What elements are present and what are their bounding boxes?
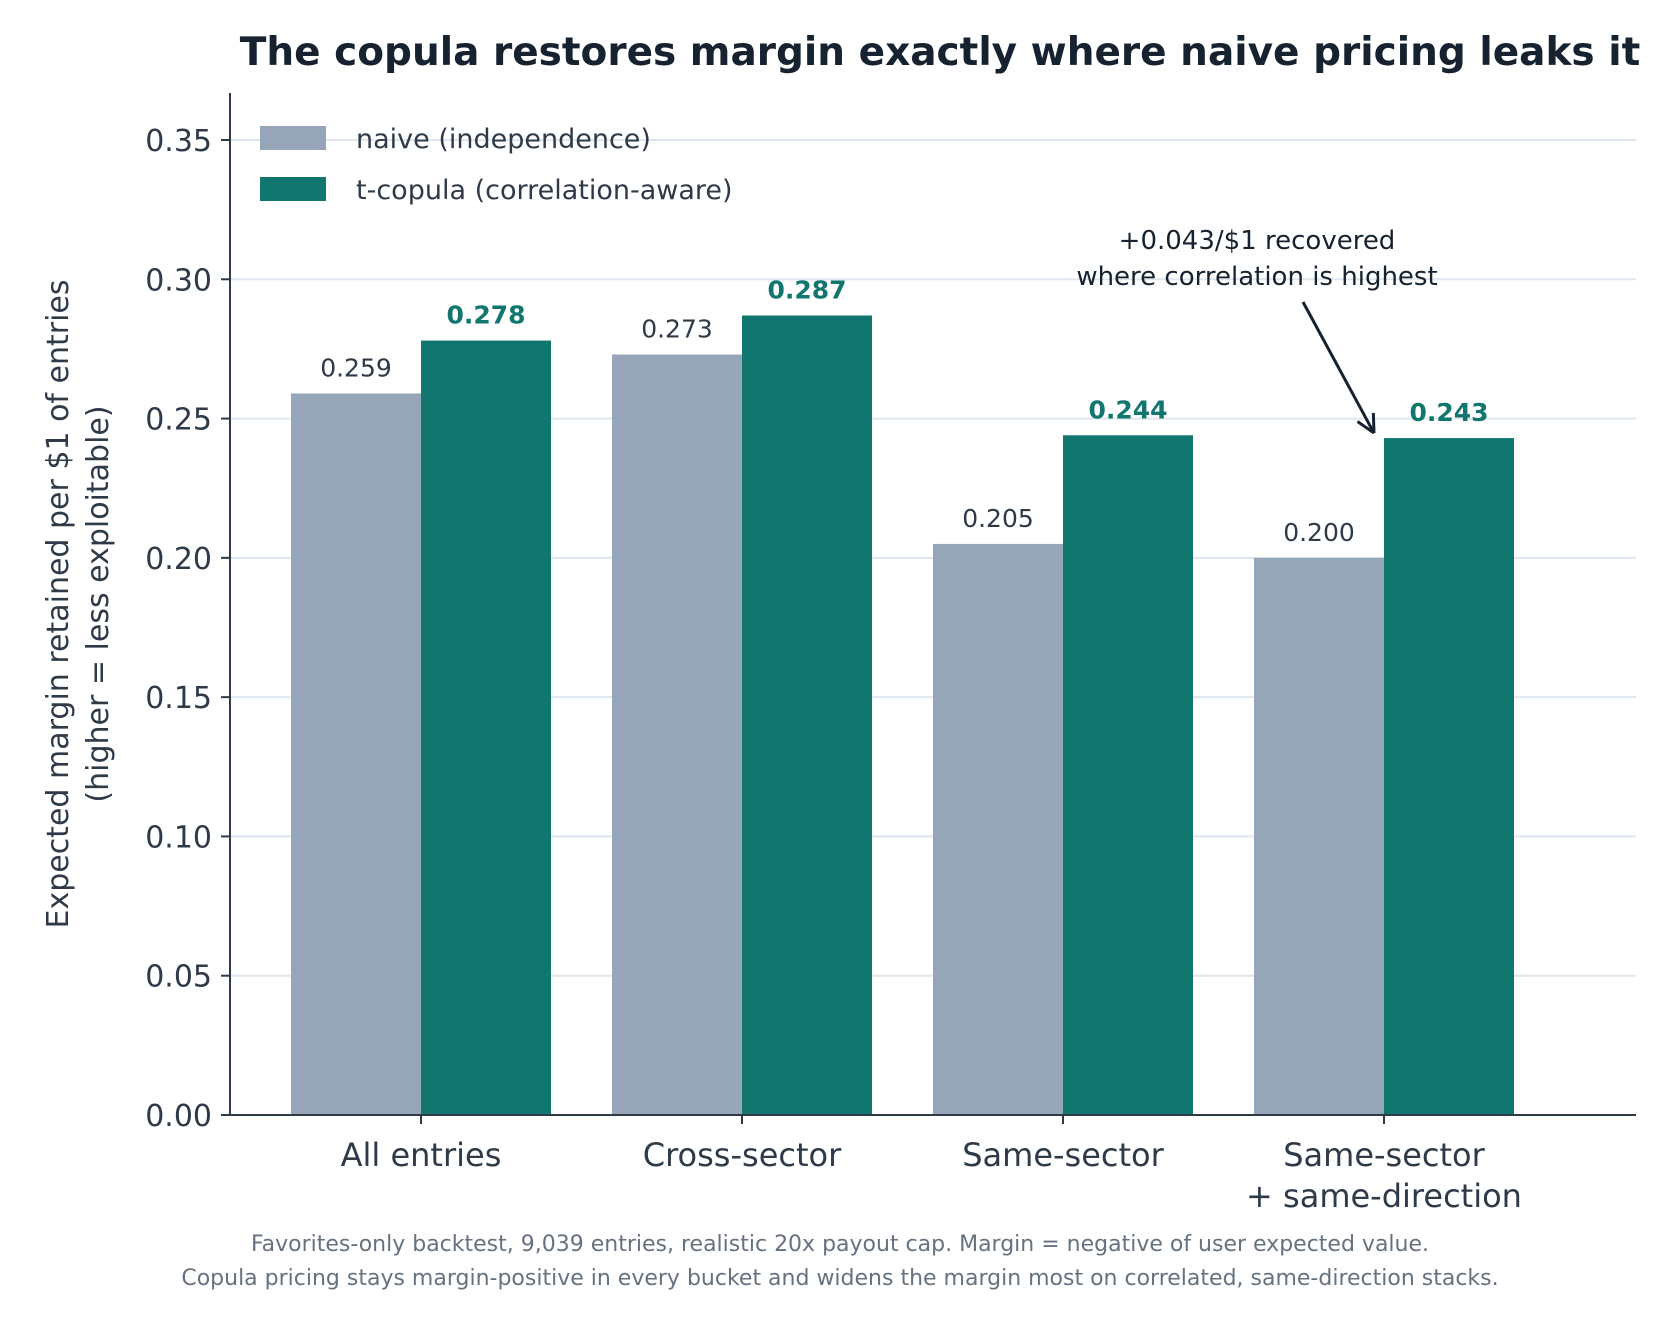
bar-value-label: 0.259 — [320, 354, 392, 383]
x-tick-label: + same-direction — [1246, 1177, 1522, 1215]
y-axis-label: Expected margin retained per $1 of entri… — [41, 279, 76, 928]
legend-swatch — [260, 126, 326, 150]
bar-value-label: 0.278 — [446, 301, 525, 330]
y-tick-label: 0.30 — [145, 263, 212, 298]
bar-naive — [1254, 557, 1384, 1115]
y-tick-label: 0.05 — [145, 960, 212, 995]
caption-line-1: Favorites-only backtest, 9,039 entries, … — [250, 1232, 1430, 1257]
bar-copula — [421, 340, 551, 1116]
legend-swatch — [260, 177, 326, 201]
x-tick-label: Same-sector — [962, 1136, 1164, 1174]
bar-value-label: 0.243 — [1409, 398, 1488, 427]
y-tick-label: 0.25 — [145, 403, 212, 438]
x-tick-label: Same-sector — [1283, 1136, 1485, 1174]
annotation-text: where correlation is highest — [1076, 262, 1437, 292]
annotation-arrow — [1301, 301, 1376, 434]
y-tick-label: 0.00 — [145, 1099, 212, 1134]
legend-label: naive (independence) — [356, 124, 651, 155]
bar-value-label: 0.244 — [1088, 395, 1167, 424]
bar-value-label: 0.287 — [767, 276, 846, 305]
y-axis-label: (higher = less exploitable) — [81, 405, 116, 802]
y-tick-label: 0.35 — [145, 124, 212, 159]
bar-copula — [742, 315, 872, 1115]
x-tick-label: All entries — [341, 1136, 502, 1174]
y-tick-label: 0.15 — [145, 681, 212, 716]
legend-label: t-copula (correlation-aware) — [356, 175, 733, 206]
bar-value-label: 0.205 — [962, 504, 1034, 533]
bar-naive — [291, 393, 421, 1115]
bar-value-label: 0.273 — [641, 315, 713, 344]
x-tick-label: Cross-sector — [643, 1136, 842, 1174]
caption-line-2: Copula pricing stays margin-positive in … — [181, 1266, 1499, 1291]
bar-naive — [612, 354, 742, 1115]
bar-copula — [1384, 438, 1514, 1116]
annotation-arrowhead — [1356, 412, 1376, 435]
chart-title: The copula restores margin exactly where… — [239, 30, 1641, 75]
annotation-text: +0.043/$1 recovered — [1119, 226, 1396, 256]
bar-value-label: 0.200 — [1283, 518, 1355, 547]
bar-naive — [933, 543, 1063, 1115]
y-tick-label: 0.10 — [145, 820, 212, 855]
y-tick-label: 0.20 — [145, 542, 212, 577]
bar-copula — [1063, 435, 1193, 1115]
